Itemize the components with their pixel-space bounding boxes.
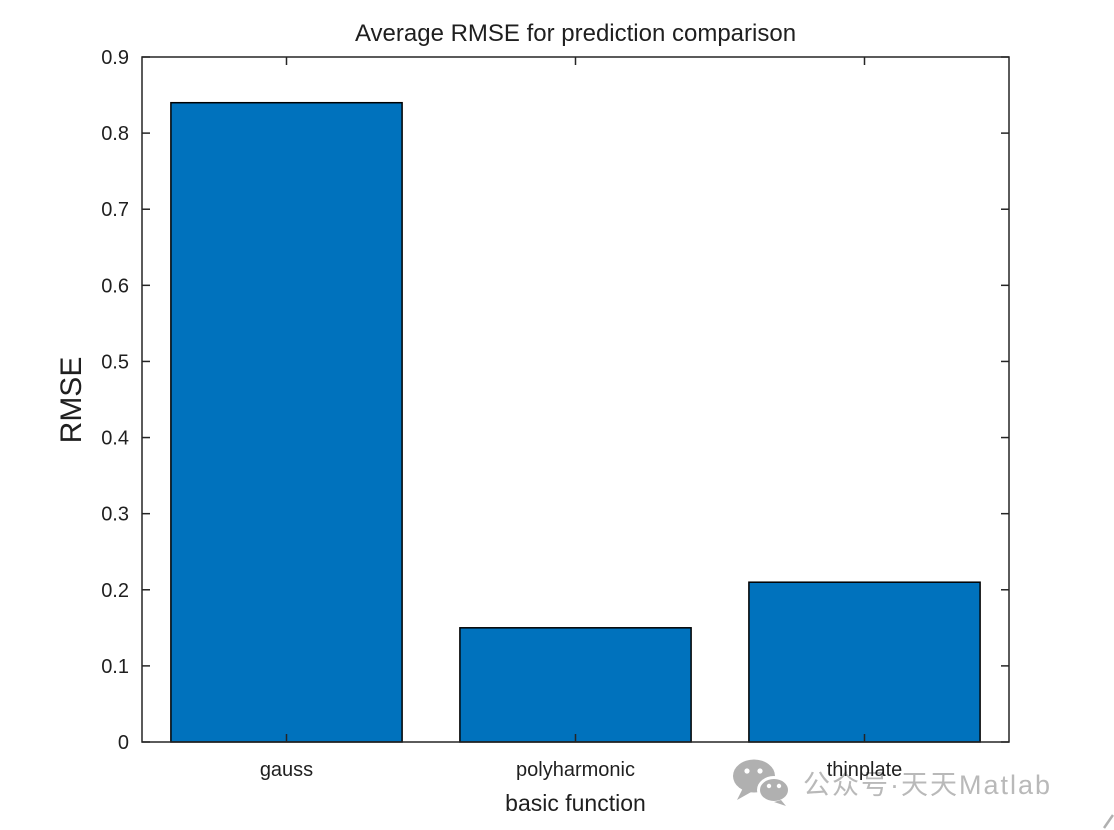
x-tick-label: gauss [260, 759, 313, 781]
y-tick-label: 0.2 [101, 580, 129, 602]
watermark-text: 公众号·天天Matlab [803, 769, 1053, 800]
y-axis-label: RMSE [55, 356, 88, 444]
wechat-icon [733, 759, 791, 806]
chart-title: Average RMSE for prediction comparison [354, 20, 797, 47]
y-tick-label: 0.4 [101, 428, 129, 450]
y-tick-label: 0.5 [101, 351, 129, 373]
y-tick-label: 0.8 [101, 123, 129, 145]
corner-stroke-mark [1102, 814, 1114, 829]
y-tick-label: 0 [118, 732, 129, 754]
y-tick-label: 0.9 [101, 47, 129, 69]
y-tick-label: 0.1 [101, 656, 129, 678]
y-tick-label: 0.6 [101, 275, 129, 297]
x-tick-label: thinplate [827, 759, 903, 781]
y-tick-label: 0.7 [101, 199, 129, 221]
y-tick-label: 0.3 [101, 504, 129, 526]
x-tick-label: polyharmonic [516, 759, 635, 781]
x-axis-label: basic function [505, 790, 646, 816]
bar-polyharmonic [459, 627, 692, 743]
watermark: 公众号·天天Matlab [731, 757, 1052, 807]
bar-thinplate [748, 581, 981, 743]
bar-gauss [170, 101, 403, 743]
